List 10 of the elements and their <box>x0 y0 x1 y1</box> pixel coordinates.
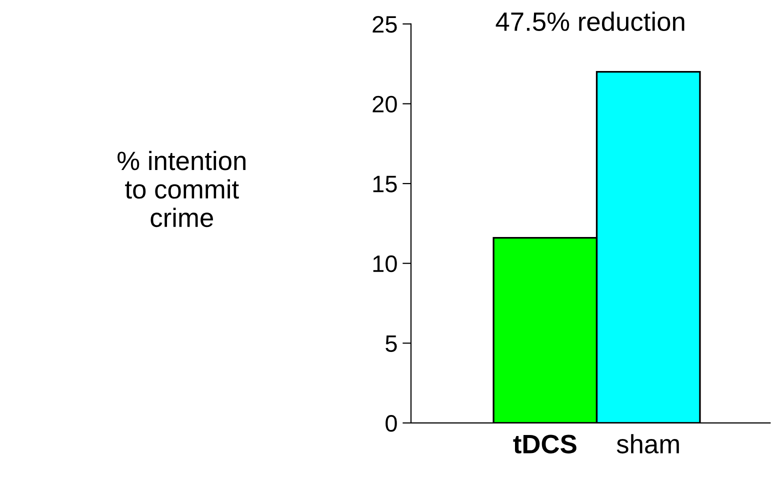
y-axis-title: % intention to commit crime <box>118 150 246 228</box>
annotation: 47.5% reduction <box>496 12 684 32</box>
x-tick-label: sham <box>616 434 679 454</box>
y-tick-label: 20 <box>372 96 397 113</box>
y-tick-label: 5 <box>386 335 397 352</box>
y-tick-label: 0 <box>386 415 397 432</box>
y-tick-label: 15 <box>373 176 397 192</box>
y-tick-label: 25 <box>372 16 397 33</box>
y-tick-label: 10 <box>373 255 397 272</box>
x-tick-label: tDCS <box>513 434 576 454</box>
